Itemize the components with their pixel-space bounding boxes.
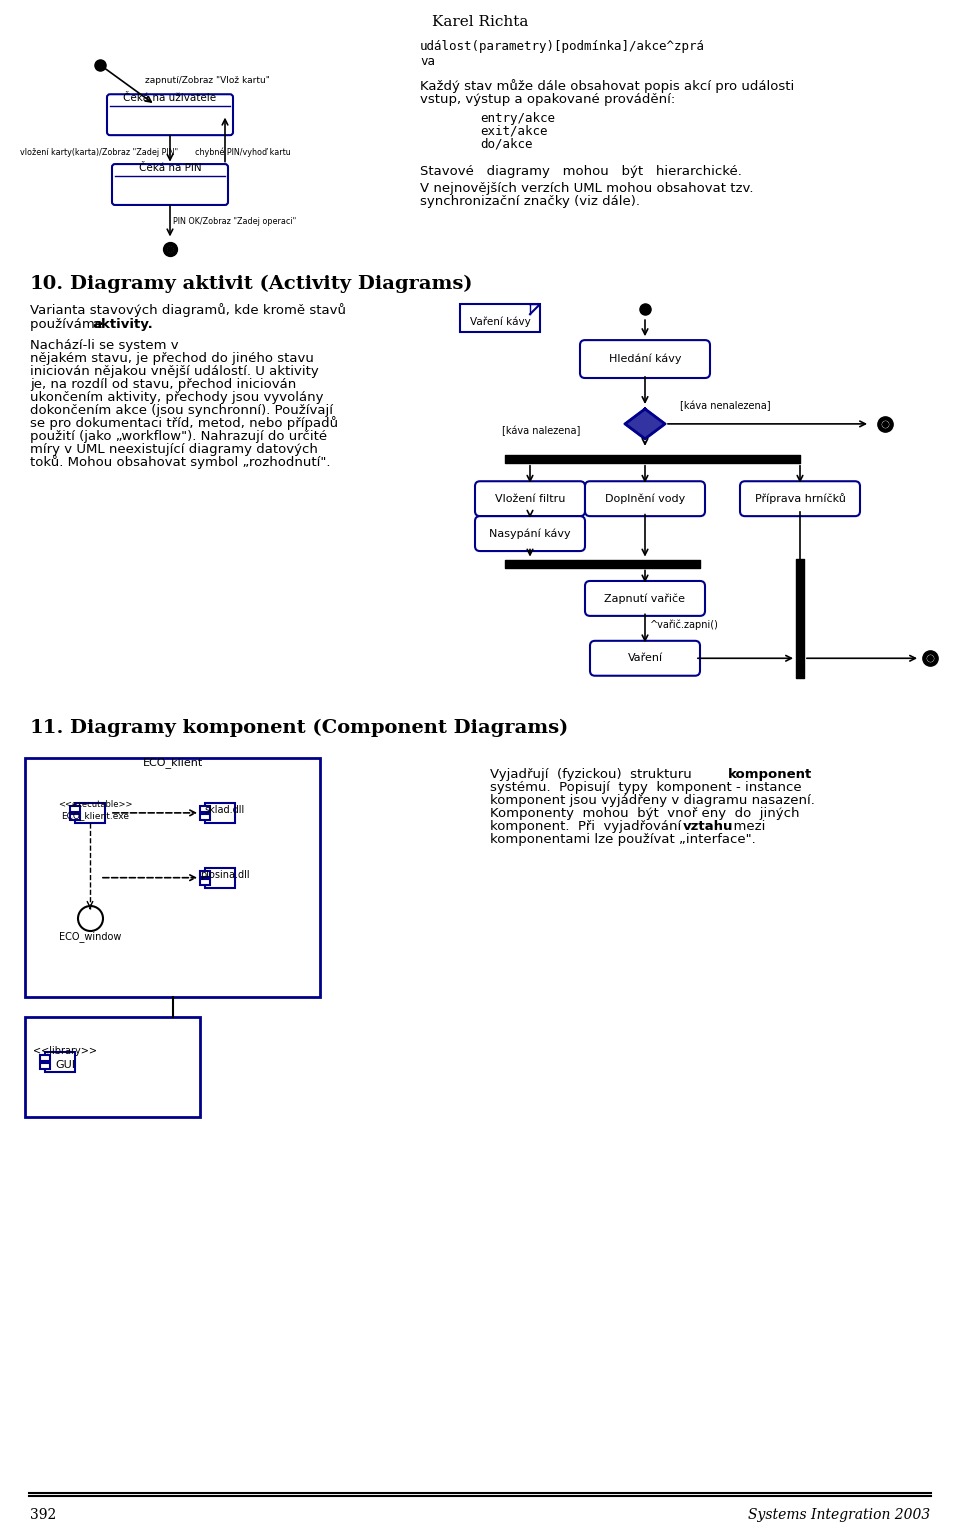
Text: Karel Richta: Karel Richta — [432, 15, 528, 29]
FancyBboxPatch shape — [590, 640, 700, 676]
FancyBboxPatch shape — [475, 515, 585, 551]
FancyBboxPatch shape — [200, 805, 210, 811]
Text: událost(parametry)[podmínka]/akce^zprá: událost(parametry)[podmínka]/akce^zprá — [420, 40, 705, 53]
Text: komponent jsou vyjádřeny v diagramu nasazení.: komponent jsou vyjádřeny v diagramu nasa… — [490, 795, 815, 807]
Text: Systems Integration 2003: Systems Integration 2003 — [748, 1508, 930, 1522]
Text: ECO_klient: ECO_klient — [142, 756, 203, 769]
Text: sklad.dll: sklad.dll — [204, 805, 245, 814]
FancyBboxPatch shape — [25, 758, 320, 997]
Text: použití (jako „workflow"). Nahrazují do určité: použití (jako „workflow"). Nahrazují do … — [30, 430, 327, 442]
FancyBboxPatch shape — [40, 1063, 50, 1069]
Text: mezi: mezi — [725, 820, 765, 833]
Text: aktivity.: aktivity. — [92, 319, 153, 331]
Text: V nejnovějších verzích UML mohou obsahovat tzv.: V nejnovějších verzích UML mohou obsahov… — [420, 183, 754, 195]
FancyBboxPatch shape — [200, 878, 210, 884]
FancyBboxPatch shape — [205, 868, 235, 888]
Text: 10.: 10. — [30, 274, 64, 293]
Text: toků. Mohou obsahovat symbol „rozhodnutí".: toků. Mohou obsahovat symbol „rozhodnutí… — [30, 454, 330, 468]
Text: Čeká na PIN: Čeká na PIN — [138, 163, 202, 172]
Text: PIN OK/Zobraz "Zadej operaci": PIN OK/Zobraz "Zadej operaci" — [173, 218, 297, 226]
Text: komponentami lze používat „interface".: komponentami lze používat „interface". — [490, 833, 756, 846]
Text: Diagramy aktivit (Activity Diagrams): Diagramy aktivit (Activity Diagrams) — [70, 274, 472, 293]
FancyBboxPatch shape — [585, 482, 705, 515]
FancyBboxPatch shape — [70, 814, 80, 820]
Text: Zapnutí vařiče: Zapnutí vařiče — [605, 593, 685, 604]
Text: Každý stav může dále obsahovat popis akcí pro události: Každý stav může dále obsahovat popis akc… — [420, 79, 794, 93]
Text: Vložení filtru: Vložení filtru — [494, 494, 565, 503]
Text: komponent.  Při  vyjadřování: komponent. Při vyjadřování — [490, 820, 689, 833]
FancyBboxPatch shape — [45, 1052, 75, 1072]
FancyBboxPatch shape — [740, 482, 860, 515]
Text: Diagramy komponent (Component Diagrams): Diagramy komponent (Component Diagrams) — [70, 718, 568, 737]
FancyBboxPatch shape — [40, 1055, 50, 1061]
FancyBboxPatch shape — [112, 165, 228, 204]
Text: používáme: používáme — [30, 319, 108, 331]
FancyBboxPatch shape — [200, 814, 210, 820]
Text: míry v UML neexistující diagramy datových: míry v UML neexistující diagramy datovýc… — [30, 442, 318, 456]
Polygon shape — [625, 409, 665, 439]
Text: entry/akce: entry/akce — [480, 111, 555, 125]
Text: je, na rozdíl od stavu, přechod iniciován: je, na rozdíl od stavu, přechod iniciová… — [30, 378, 297, 390]
Text: exit/akce: exit/akce — [480, 125, 547, 137]
Text: <<executable>>: <<executable>> — [58, 801, 132, 808]
Text: nějakém stavu, je přechod do jiného stavu: nějakém stavu, je přechod do jiného stav… — [30, 352, 314, 364]
Text: Hledání kávy: Hledání kávy — [609, 354, 682, 364]
Text: iniciován nějakou vnější událostí. U aktivity: iniciován nějakou vnější událostí. U akt… — [30, 364, 319, 378]
Text: Stavové   diagramy   mohou   být   hierarchické.: Stavové diagramy mohou být hierarchické. — [420, 165, 742, 177]
FancyBboxPatch shape — [200, 871, 210, 877]
Text: vstup, výstup a opakované provádění:: vstup, výstup a opakované provádění: — [420, 93, 675, 105]
Text: Vaření: Vaření — [628, 653, 662, 663]
Text: Komponenty  mohou  být  vnoř eny  do  jiných: Komponenty mohou být vnoř eny do jiných — [490, 807, 800, 820]
FancyBboxPatch shape — [25, 1017, 200, 1118]
FancyBboxPatch shape — [580, 340, 710, 378]
FancyBboxPatch shape — [205, 802, 235, 824]
Text: ukončením aktivity, přechody jsou vyvolány: ukončením aktivity, přechody jsou vyvolá… — [30, 390, 324, 404]
Text: Varianta stavových diagramů, kde kromě stavů: Varianta stavových diagramů, kde kromě s… — [30, 303, 346, 317]
Text: vložení karty(karta)/Zobraz "Zadej PIN": vložení karty(karta)/Zobraz "Zadej PIN" — [20, 148, 179, 157]
Text: synchronizační značky (viz dále).: synchronizační značky (viz dále). — [420, 195, 640, 209]
Text: Čeká na uživatele: Čeká na uživatele — [124, 93, 217, 104]
Text: Příprava hrníčků: Příprava hrníčků — [755, 493, 846, 505]
Text: GUI: GUI — [55, 1060, 75, 1071]
Text: 11.: 11. — [30, 720, 64, 737]
Text: zapnutí/Zobraz "Vlož kartu": zapnutí/Zobraz "Vlož kartu" — [145, 76, 270, 85]
Text: se pro dokumentaci tříd, metod, nebo případů: se pro dokumentaci tříd, metod, nebo pří… — [30, 416, 338, 430]
Text: vztahu: vztahu — [683, 820, 733, 833]
Text: plosina.dll: plosina.dll — [201, 869, 250, 880]
Text: dokončením akce (jsou synchronní). Používají: dokončením akce (jsou synchronní). Použí… — [30, 404, 333, 416]
FancyBboxPatch shape — [460, 303, 540, 332]
Text: ECO_window: ECO_window — [59, 932, 121, 942]
FancyBboxPatch shape — [75, 802, 105, 824]
Text: Vyjadřují  (fyzickou)  strukturu: Vyjadřují (fyzickou) strukturu — [490, 769, 700, 781]
Text: va: va — [420, 55, 435, 67]
Text: ECO_klient.exe: ECO_klient.exe — [61, 811, 129, 820]
Text: <<library>>: <<library>> — [33, 1046, 97, 1057]
Text: Vaření kávy: Vaření kávy — [469, 317, 530, 328]
Text: komponent: komponent — [728, 769, 812, 781]
Text: systému.  Popisují  typy  komponent - instance: systému. Popisují typy komponent - insta… — [490, 781, 802, 795]
Text: [káva nalezena]: [káva nalezena] — [502, 425, 580, 436]
Text: chybné PIN/vyhoď kartu: chybné PIN/vyhoď kartu — [195, 146, 291, 157]
FancyBboxPatch shape — [107, 95, 233, 136]
Text: Doplnění vody: Doplnění vody — [605, 494, 685, 503]
Text: [káva nenalezena]: [káva nenalezena] — [680, 401, 771, 410]
Text: Nasypání kávy: Nasypání kávy — [490, 528, 571, 538]
FancyBboxPatch shape — [475, 482, 585, 515]
Text: do/akce: do/akce — [480, 137, 533, 151]
Text: Nachází-li se system v: Nachází-li se system v — [30, 339, 179, 352]
FancyBboxPatch shape — [585, 581, 705, 616]
Text: 392: 392 — [30, 1508, 57, 1522]
FancyBboxPatch shape — [70, 805, 80, 811]
Text: ^vařič.zapni(): ^vařič.zapni() — [650, 619, 719, 630]
